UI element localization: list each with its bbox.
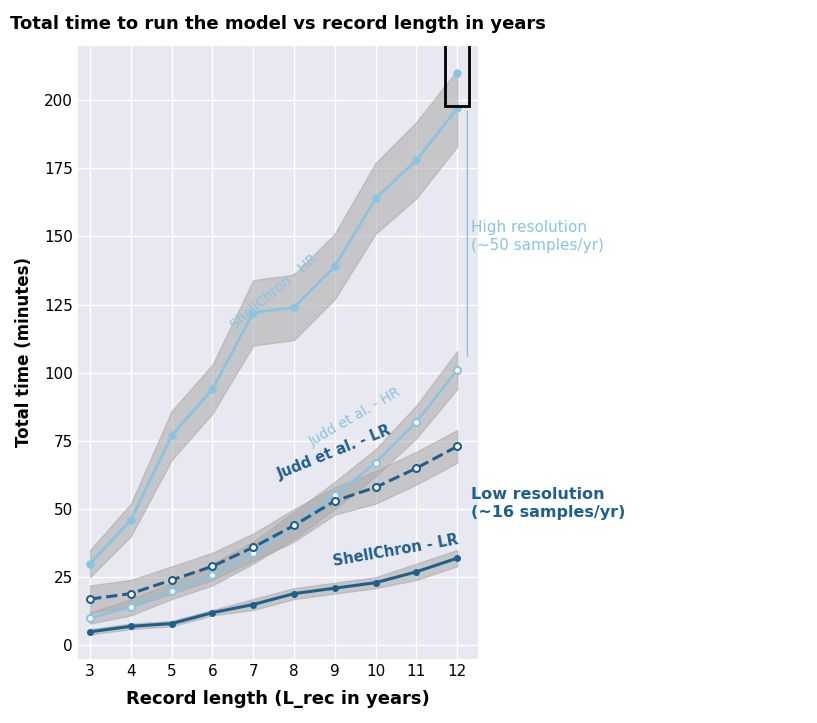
Text: High resolution
(~50 samples/yr): High resolution (~50 samples/yr) bbox=[471, 221, 605, 253]
X-axis label: Record length (L_rec in years): Record length (L_rec in years) bbox=[126, 690, 430, 708]
Text: Judd et al. - HR: Judd et al. - HR bbox=[307, 385, 404, 449]
Text: Low resolution
(~16 samples/yr): Low resolution (~16 samples/yr) bbox=[471, 487, 626, 520]
Title: Total time to run the model vs record length in years: Total time to run the model vs record le… bbox=[10, 15, 546, 33]
Text: ShellChron - HR: ShellChron - HR bbox=[227, 252, 319, 332]
Text: ShellChron - LR: ShellChron - LR bbox=[333, 532, 460, 569]
Y-axis label: Total time (minutes): Total time (minutes) bbox=[15, 257, 33, 448]
Text: Judd et al. - LR: Judd et al. - LR bbox=[275, 422, 394, 482]
